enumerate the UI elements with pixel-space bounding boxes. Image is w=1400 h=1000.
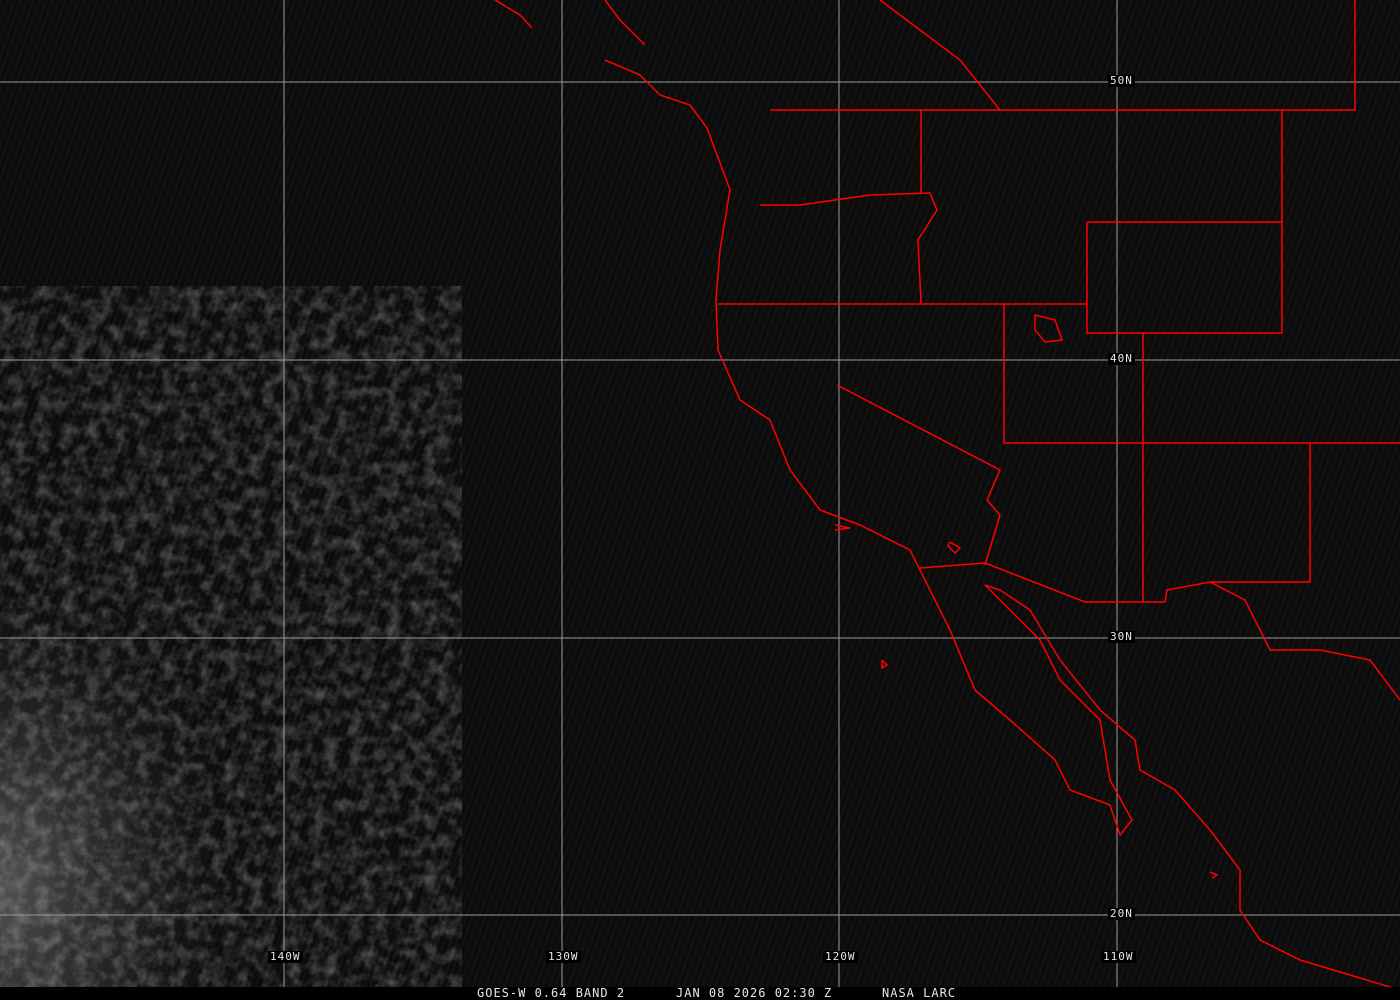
caption-time: JAN 08 2026 02:30 Z <box>676 986 833 1000</box>
nevada-border <box>1003 304 1400 444</box>
coastline-west <box>604 59 1400 991</box>
bc-coast <box>494 0 533 29</box>
coastlines-and-borders <box>494 0 1400 991</box>
lon-label-110w: 110W <box>1101 950 1136 963</box>
caption-product: GOES-W 0.64 BAND 2 <box>477 986 626 1000</box>
caption-source: NASA LARC <box>882 986 957 1000</box>
lon-label-140w: 140W <box>268 950 303 963</box>
lat-label-20n: 20N <box>1108 907 1135 920</box>
image-caption: GOES-W 0.64 BAND 2 JAN 08 2026 02:30 Z N… <box>0 987 1400 1000</box>
cloud-texture <box>0 350 420 990</box>
lon-label-120w: 120W <box>823 950 858 963</box>
lat-label-30n: 30N <box>1108 630 1135 643</box>
lon-label-130w: 130W <box>546 950 581 963</box>
lat-label-40n: 40N <box>1108 352 1135 365</box>
lat-label-50n: 50N <box>1108 74 1135 87</box>
ca-nv-border <box>836 384 1001 566</box>
canada-border <box>770 0 1356 111</box>
wa-or-border <box>760 192 938 304</box>
